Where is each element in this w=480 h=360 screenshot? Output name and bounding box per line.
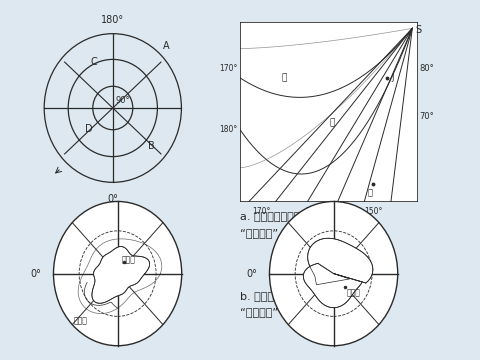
Text: 长城站: 长城站	[74, 316, 88, 325]
Text: D: D	[85, 124, 93, 134]
Polygon shape	[303, 263, 362, 308]
Text: 150°: 150°	[364, 207, 383, 216]
Text: a. 方格状经纬网图：
“横纬竖经”: a. 方格状经纬网图： “横纬竖经”	[240, 212, 307, 238]
Text: C: C	[90, 57, 97, 67]
Text: 160°: 160°	[305, 207, 324, 216]
Text: 0°: 0°	[31, 269, 42, 279]
Text: 70°: 70°	[420, 112, 434, 121]
Polygon shape	[92, 247, 150, 303]
Text: J: J	[391, 73, 394, 82]
Ellipse shape	[269, 202, 398, 346]
Text: 180°: 180°	[219, 125, 237, 134]
Text: 黄河站: 黄河站	[347, 289, 361, 298]
Text: A: A	[163, 41, 169, 51]
Polygon shape	[308, 238, 373, 285]
Text: b. 极地经纬网图：
“圆纬直经”: b. 极地经纬网图： “圆纬直经”	[240, 291, 300, 317]
Text: S: S	[415, 25, 421, 35]
Text: 丙: 丙	[330, 118, 335, 127]
Text: 170°: 170°	[252, 207, 271, 216]
Text: 90°: 90°	[116, 95, 130, 104]
Text: 0°: 0°	[108, 194, 118, 204]
Text: 乙: 乙	[367, 188, 372, 197]
Text: B: B	[148, 141, 155, 151]
Text: 0°: 0°	[247, 269, 258, 279]
Text: 180°: 180°	[101, 15, 124, 25]
Text: 170°: 170°	[219, 64, 237, 73]
Ellipse shape	[53, 202, 182, 346]
Text: 中山站: 中山站	[122, 255, 136, 264]
Text: 80°: 80°	[420, 64, 434, 73]
Text: 甲: 甲	[282, 73, 287, 82]
